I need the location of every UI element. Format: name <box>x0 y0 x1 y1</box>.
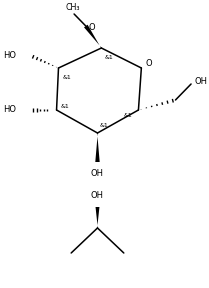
Text: O: O <box>145 60 152 69</box>
Text: HO: HO <box>4 52 17 60</box>
Text: CH₃: CH₃ <box>66 3 80 12</box>
Text: HO: HO <box>4 105 17 115</box>
Text: OH: OH <box>194 77 207 86</box>
Text: &1: &1 <box>60 104 69 109</box>
Text: OH: OH <box>91 169 104 178</box>
Text: O: O <box>89 22 95 31</box>
Text: &1: &1 <box>62 75 71 80</box>
Polygon shape <box>84 25 102 48</box>
Text: OH: OH <box>91 191 104 200</box>
Text: &1: &1 <box>104 55 113 60</box>
Text: &1: &1 <box>124 113 133 118</box>
Polygon shape <box>96 207 99 228</box>
Polygon shape <box>95 133 100 162</box>
Text: &1: &1 <box>99 123 108 128</box>
